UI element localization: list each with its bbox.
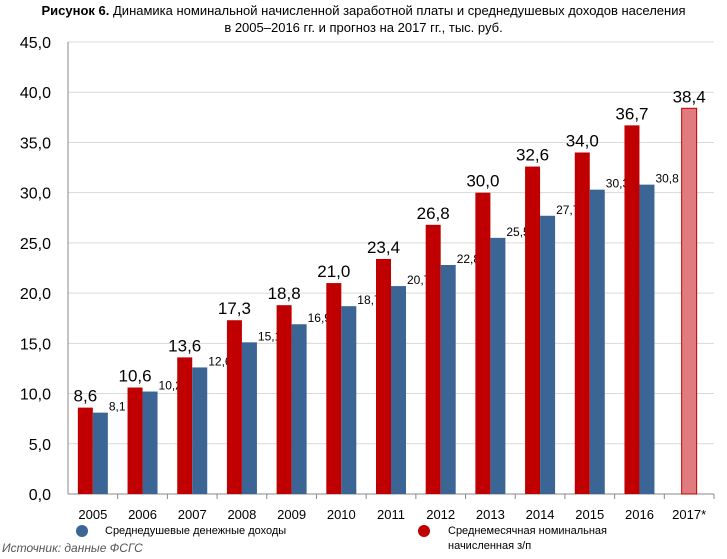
bar-income	[440, 264, 456, 494]
x-tick-label: 2008	[227, 507, 256, 522]
data-label-income: 25,5	[506, 225, 530, 239]
legend-income-label: Среднедушевые денежные доходы	[105, 525, 287, 537]
bar-salary	[574, 152, 590, 494]
data-label-income: 16,9	[308, 311, 332, 325]
bar-salary	[475, 192, 491, 494]
x-tick-label: 2009	[277, 507, 306, 522]
y-tick-label: 30,0	[20, 186, 51, 203]
data-label-salary: 32,6	[516, 146, 549, 165]
x-tick-label: 2011	[377, 507, 405, 522]
y-tick-label: 15,0	[20, 336, 51, 353]
bar-income	[589, 189, 605, 495]
x-tick-label: 2012	[426, 507, 455, 522]
data-label-income: 18,7	[357, 293, 381, 307]
data-label-income: 8,1	[109, 400, 126, 414]
legend-salary-line-1: Среднемесячная номинальная	[448, 525, 608, 537]
legend-salary-line-2: начисленная з/п	[448, 540, 532, 552]
bar-salary	[525, 166, 541, 494]
figure-label: Рисунок 6.	[41, 3, 110, 18]
data-label-income: 30,3	[606, 177, 630, 191]
bar-income	[540, 215, 556, 494]
y-tick-label: 20,0	[20, 286, 51, 303]
data-label-salary: 10,6	[118, 367, 151, 386]
bar-salary	[681, 107, 698, 495]
bar-income	[639, 184, 655, 494]
chart-title: Рисунок 6. Динамика номинальной начислен…	[0, 2, 727, 36]
bar-salary	[326, 283, 342, 494]
y-tick-label: 10,0	[20, 387, 51, 404]
bar-salary	[425, 224, 441, 494]
y-tick-label: 5,0	[29, 437, 51, 454]
data-label-salary: 8,6	[74, 387, 98, 406]
y-tick-label: 40,0	[20, 85, 51, 102]
bar-income	[142, 391, 158, 494]
title-line-2: в 2005–2016 гг. и прогноз на 2017 гг., т…	[224, 20, 503, 35]
data-label-income: 30,8	[655, 172, 679, 186]
bar-salary	[226, 320, 242, 494]
data-label-salary: 26,8	[417, 204, 450, 223]
data-label-salary: 18,8	[268, 284, 301, 303]
title-line-1: Динамика номинальной начисленной заработ…	[113, 3, 686, 18]
bar-income	[490, 237, 506, 494]
data-label-salary: 30,0	[466, 172, 499, 191]
bar-salary	[624, 125, 640, 494]
x-tick-label: 2006	[128, 507, 157, 522]
bar-income	[192, 367, 208, 494]
bar-salary	[376, 258, 391, 494]
source-note: Источник: данные ФСГС	[2, 541, 143, 555]
bar-income	[391, 286, 406, 494]
data-label-salary: 38,4	[673, 87, 706, 106]
bar-salary	[276, 305, 292, 494]
data-label-salary: 13,6	[168, 336, 201, 355]
data-label-salary: 21,0	[317, 262, 350, 281]
legend-income-marker	[76, 525, 88, 537]
legend-salary-label: Среднемесячная номинальная начисленная з…	[448, 524, 607, 554]
bar-income	[241, 342, 257, 494]
data-label-income: 22,8	[457, 252, 481, 266]
y-tick-label: 35,0	[20, 135, 51, 152]
data-label-salary: 36,7	[615, 104, 648, 123]
bar-salary	[77, 407, 93, 494]
bar-income	[341, 306, 357, 494]
x-tick-label: 2007	[178, 507, 207, 522]
bar-income	[92, 412, 108, 494]
x-tick-label: 2017*	[672, 507, 706, 522]
data-label-income: 15,1	[258, 329, 282, 343]
y-tick-label: 25,0	[20, 236, 51, 253]
bar-salary	[177, 357, 193, 494]
x-tick-label: 2014	[526, 507, 555, 522]
x-tick-label: 2005	[78, 507, 107, 522]
y-tick-label: 45,0	[20, 35, 51, 52]
bar-salary	[127, 387, 143, 494]
x-tick-label: 2010	[327, 507, 356, 522]
x-tick-label: 2013	[476, 507, 505, 522]
y-tick-label: 0,0	[29, 487, 51, 504]
data-label-salary: 17,3	[218, 299, 251, 318]
bar-income	[291, 324, 307, 494]
data-label-salary: 23,4	[367, 238, 400, 257]
legend-salary-marker	[418, 525, 430, 537]
data-label-salary: 34,0	[566, 131, 599, 150]
data-label-income: 20,7	[407, 273, 431, 287]
x-tick-label: 2015	[575, 507, 604, 522]
data-label-income: 12,6	[208, 354, 232, 368]
data-label-income: 27,7	[556, 203, 580, 217]
x-tick-label: 2016	[625, 507, 654, 522]
data-label-income: 10,2	[159, 379, 183, 393]
